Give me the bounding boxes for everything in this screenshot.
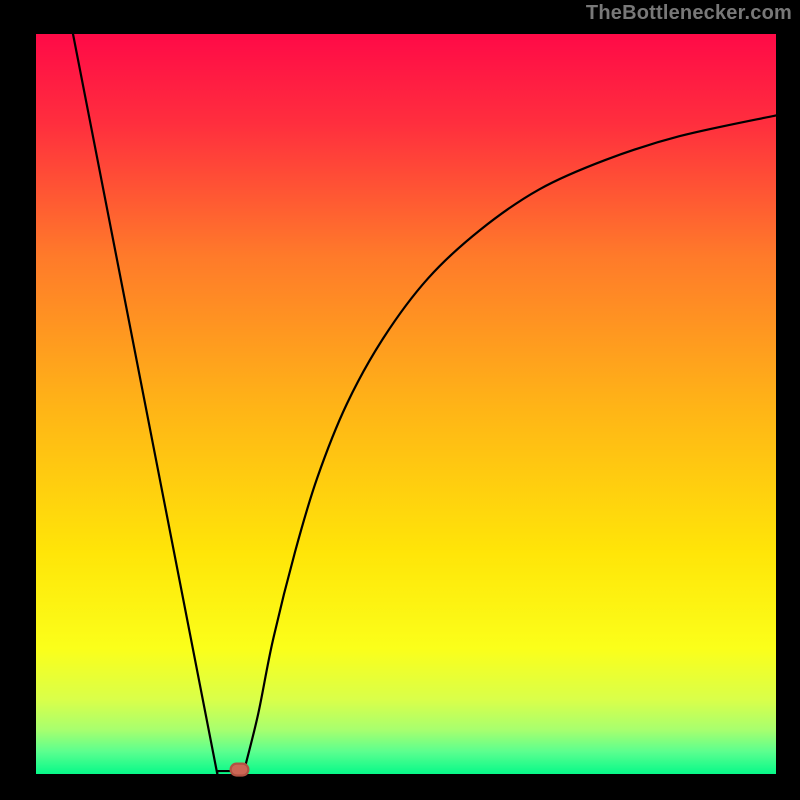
bottleneck-chart: [0, 0, 800, 800]
watermark-text: TheBottlenecker.com: [586, 2, 792, 25]
plot-background: [36, 34, 776, 774]
optimal-point-marker: [231, 764, 249, 776]
chart-root: TheBottlenecker.com: [0, 0, 800, 800]
